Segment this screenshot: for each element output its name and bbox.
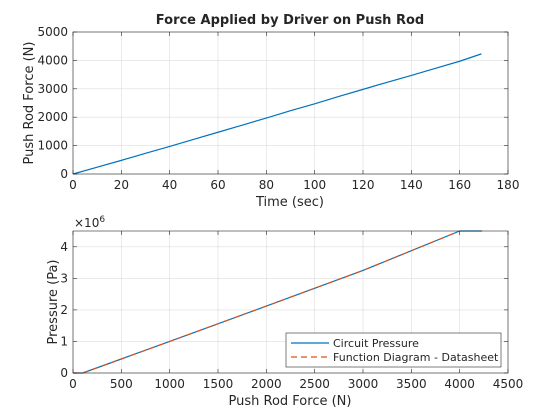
- y-tick-label: 5000: [37, 25, 68, 39]
- x-tick-label: 4500: [493, 377, 524, 391]
- series-line-0-0: [72, 53, 482, 175]
- x-tick-label: 100: [303, 178, 326, 192]
- y-tick-label: 1: [60, 334, 68, 348]
- legend-label-function-diagram: Function Diagram - Datasheet: [333, 351, 499, 364]
- y-tick-label: 4: [60, 240, 68, 254]
- x-tick-label: 0: [69, 178, 77, 192]
- chart-title: Force Applied by Driver on Push Rod: [156, 13, 424, 28]
- ticks-top: 0 20 40 60 80 100 120 140 160 180 0 1000 2000 3000 400…: [37, 25, 519, 192]
- y-axis-label-bottom: Pressure (Pa): [46, 259, 61, 344]
- series-line-function-diagram-datasheet: [73, 230, 460, 374]
- x-tick-label: 1000: [154, 377, 185, 391]
- legend: Circuit Pressure Function Diagram - Data…: [285, 332, 502, 368]
- y-tick-label: 4000: [37, 53, 68, 67]
- axes-box-bottom: [72, 230, 509, 374]
- x-tick-label: 60: [210, 178, 225, 192]
- y-tick-label: 0: [60, 366, 68, 380]
- y-tick-label: 0: [60, 167, 68, 181]
- legend-box: [285, 332, 502, 368]
- x-tick-label: 180: [497, 178, 520, 192]
- x-tick-label: 500: [110, 377, 133, 391]
- series-top: [72, 53, 482, 175]
- y-tick-label: 1000: [37, 139, 68, 153]
- x-axis-label-bottom: Push Rod Force (N): [229, 394, 352, 409]
- x-tick-label: 120: [352, 178, 375, 192]
- force-time-axes: 0 20 40 60 80 100 120 140 160 180 0 1000 2000 3000 400…: [22, 13, 519, 210]
- legend-label-circuit-pressure: Circuit Pressure: [333, 337, 419, 350]
- x-tick-label: 160: [448, 178, 471, 192]
- y-tick-label: 2: [60, 303, 68, 317]
- x-tick-label: 3500: [396, 377, 427, 391]
- x-tick-label: 80: [259, 178, 274, 192]
- x-tick-label: 20: [114, 178, 129, 192]
- y-tick-label: 3000: [37, 82, 68, 96]
- axes-box-top: [72, 31, 509, 175]
- ticks-bottom: 0 500 1000 1500 2000 2500 3000 3500 4000 4500 0 1 2 3…: [60, 231, 523, 391]
- x-tick-label: 2000: [251, 377, 282, 391]
- pressure-force-axes: 0 500 1000 1500 2000 2500 3000 3500 4000 4500 0 1 2 3…: [46, 215, 523, 409]
- x-tick-label: 140: [400, 178, 423, 192]
- x-tick-label: 0: [69, 377, 77, 391]
- x-tick-label: 2500: [299, 377, 330, 391]
- y-tick-label: 2000: [37, 110, 68, 124]
- x-tick-label: 4000: [444, 377, 475, 391]
- plot-area-top: [73, 32, 508, 174]
- x-tick-label: 1500: [203, 377, 234, 391]
- y-tick-label: 3: [60, 271, 68, 285]
- x-tick-label: 40: [162, 178, 177, 192]
- y-exponent-label: ×106: [74, 215, 105, 230]
- y-axis-label-top: Push Rod Force (N): [22, 42, 37, 165]
- x-axis-label-top: Time (sec): [255, 195, 324, 210]
- y-exponent-power: 6: [99, 215, 105, 225]
- x-tick-label: 3000: [348, 377, 379, 391]
